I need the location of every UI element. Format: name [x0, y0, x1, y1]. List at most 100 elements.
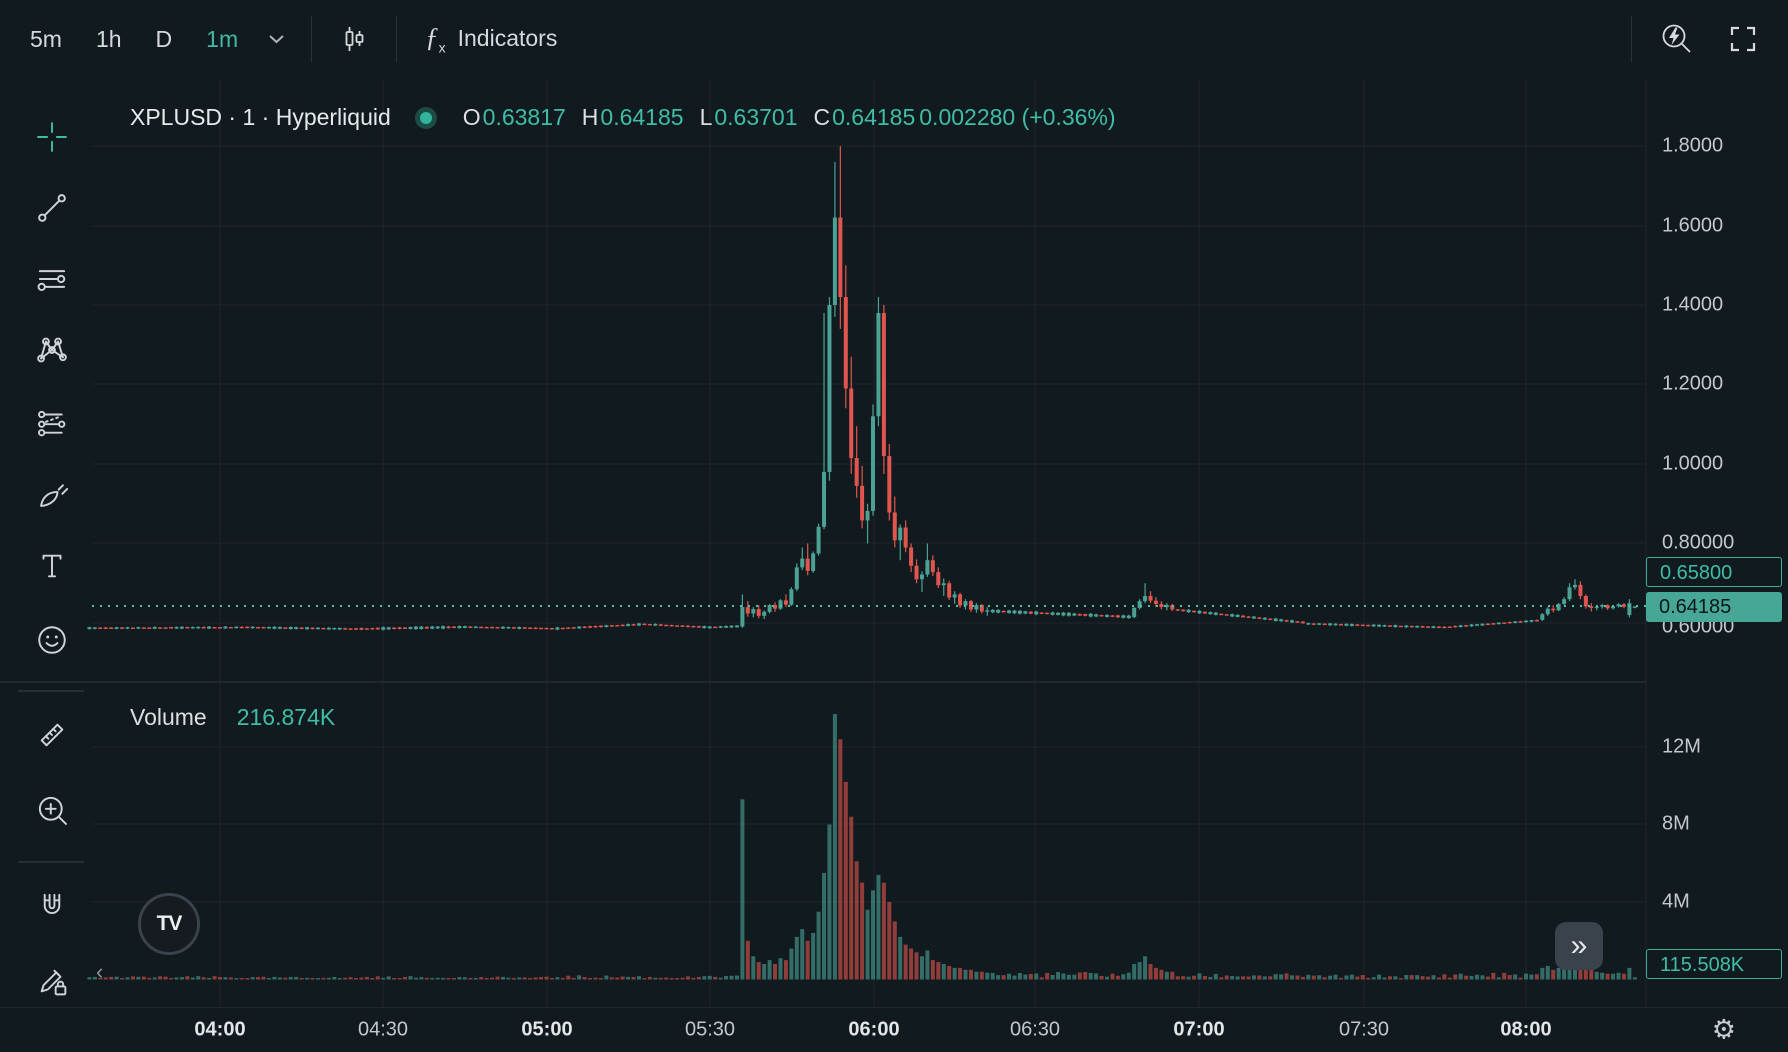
volume-bar — [245, 978, 250, 980]
candle-body — [1017, 610, 1022, 614]
volume-bar — [484, 978, 489, 980]
volume-bar — [169, 978, 174, 980]
volume-bar — [1436, 977, 1441, 980]
trend-line-icon — [38, 194, 66, 222]
volume-bar — [517, 977, 522, 980]
candle-body — [528, 627, 533, 629]
candle-body — [685, 625, 690, 628]
volume-bar — [1066, 974, 1071, 980]
volume-bar — [1192, 975, 1197, 980]
volume-legend-label[interactable]: Volume — [130, 704, 207, 730]
magnet-tool[interactable] — [29, 884, 75, 930]
volume-bar — [141, 976, 146, 980]
candle-body — [898, 527, 903, 541]
candle-body — [974, 605, 979, 610]
magnet-icon — [43, 893, 61, 914]
price-axis[interactable]: 1.8000 1.6000 1.4000 1.2000 1.0000 0.80000 0.6… — [1648, 78, 1788, 1008]
candle-body — [1442, 626, 1447, 629]
collapse-toolbar-button[interactable]: ‹ — [90, 958, 109, 986]
tradingview-logo[interactable]: TV — [138, 893, 200, 955]
candle-body — [1126, 615, 1131, 619]
edit-lock-tool[interactable] — [29, 958, 75, 1004]
candle-body — [756, 609, 761, 616]
volume-bar — [506, 977, 511, 980]
ruler-tool[interactable] — [29, 712, 75, 758]
fx-icon: ƒx — [425, 22, 446, 56]
volume-bar — [1382, 977, 1387, 980]
volume-bar — [125, 977, 130, 980]
candle-body — [914, 565, 919, 580]
candle-body — [441, 626, 446, 629]
candle-body — [620, 624, 625, 627]
zoom-in-tool[interactable] — [29, 787, 75, 833]
candle-body — [773, 605, 778, 609]
candle-body — [310, 627, 315, 630]
candle-body — [1415, 625, 1420, 628]
candle-body — [1447, 626, 1452, 628]
projection-tool[interactable] — [29, 400, 75, 446]
emoji-tool[interactable] — [29, 617, 75, 663]
candle-body — [1246, 616, 1251, 618]
candle-body — [1545, 608, 1550, 615]
volume-bar — [734, 975, 739, 980]
volume-bar — [234, 978, 239, 980]
volume-bar — [816, 911, 821, 980]
candle-body — [713, 626, 718, 629]
volume-bar — [1333, 974, 1338, 980]
indicators-button[interactable]: ƒx Indicators — [417, 14, 565, 63]
volume-bar — [179, 977, 184, 980]
ohlc-item: C0.64185 — [813, 104, 916, 130]
candle-body — [413, 626, 418, 630]
volume-bar — [1485, 976, 1490, 980]
volume-bar — [1589, 967, 1594, 980]
flash-search-icon — [1662, 24, 1691, 53]
candle-body — [397, 627, 402, 629]
volume-bar — [849, 816, 854, 980]
time-axis[interactable]: ⚙ 04:00 04:30 05:00 05:30 06:00 06:30 07:00 07:… — [0, 1007, 1788, 1052]
candle-body — [500, 626, 505, 629]
candle-body — [1458, 625, 1463, 628]
interval-button-5m[interactable]: 5m — [18, 18, 74, 61]
volume-bar — [979, 971, 984, 980]
interval-menu-button[interactable] — [262, 24, 291, 55]
volume-bar — [1300, 976, 1305, 980]
volume-bar — [337, 978, 342, 980]
volume-bar — [1518, 977, 1523, 980]
chart-style-button[interactable] — [332, 17, 376, 61]
gear-icon[interactable]: ⚙ — [1706, 1014, 1742, 1047]
candle-body — [1224, 614, 1229, 616]
horizontal-lines-tool[interactable] — [29, 256, 75, 302]
xabcd-pattern-tool[interactable] — [29, 327, 75, 373]
interval-button-1h[interactable]: 1h — [84, 18, 134, 61]
volume-bar — [1295, 975, 1300, 980]
brush-tool[interactable] — [29, 472, 75, 518]
candle-body — [261, 627, 266, 629]
volume-bar — [1083, 972, 1088, 980]
text-tool[interactable] — [29, 543, 75, 589]
candle-body — [1045, 612, 1050, 615]
candle-body — [968, 601, 973, 610]
volume-bar — [1012, 975, 1017, 980]
interval-button-1m[interactable]: 1m — [194, 18, 250, 61]
volume-bar — [1251, 975, 1256, 980]
candle-body — [1121, 615, 1126, 618]
flash-search-button[interactable] — [1652, 14, 1702, 64]
interval-button-D[interactable]: D — [144, 18, 185, 61]
volume-bar — [805, 940, 810, 980]
volume-bar — [1137, 962, 1142, 980]
fullscreen-button[interactable] — [1720, 16, 1766, 62]
volume-bar — [642, 978, 647, 980]
candle-body — [370, 628, 375, 630]
candle-wick — [1144, 583, 1146, 604]
volume-bar — [490, 977, 495, 980]
price-tick-label: 0.80000 — [1662, 531, 1735, 554]
candle-body — [1110, 615, 1115, 617]
candle-body — [457, 626, 462, 629]
candle-body — [408, 627, 413, 629]
symbol-title[interactable]: XPLUSD · 1 · Hyperliquid — [130, 104, 391, 130]
crosshair-tool[interactable] — [29, 114, 75, 160]
volume-bar — [539, 976, 544, 980]
scroll-to-realtime-button[interactable]: » — [1555, 922, 1603, 970]
trend-line-tool[interactable] — [29, 185, 75, 231]
